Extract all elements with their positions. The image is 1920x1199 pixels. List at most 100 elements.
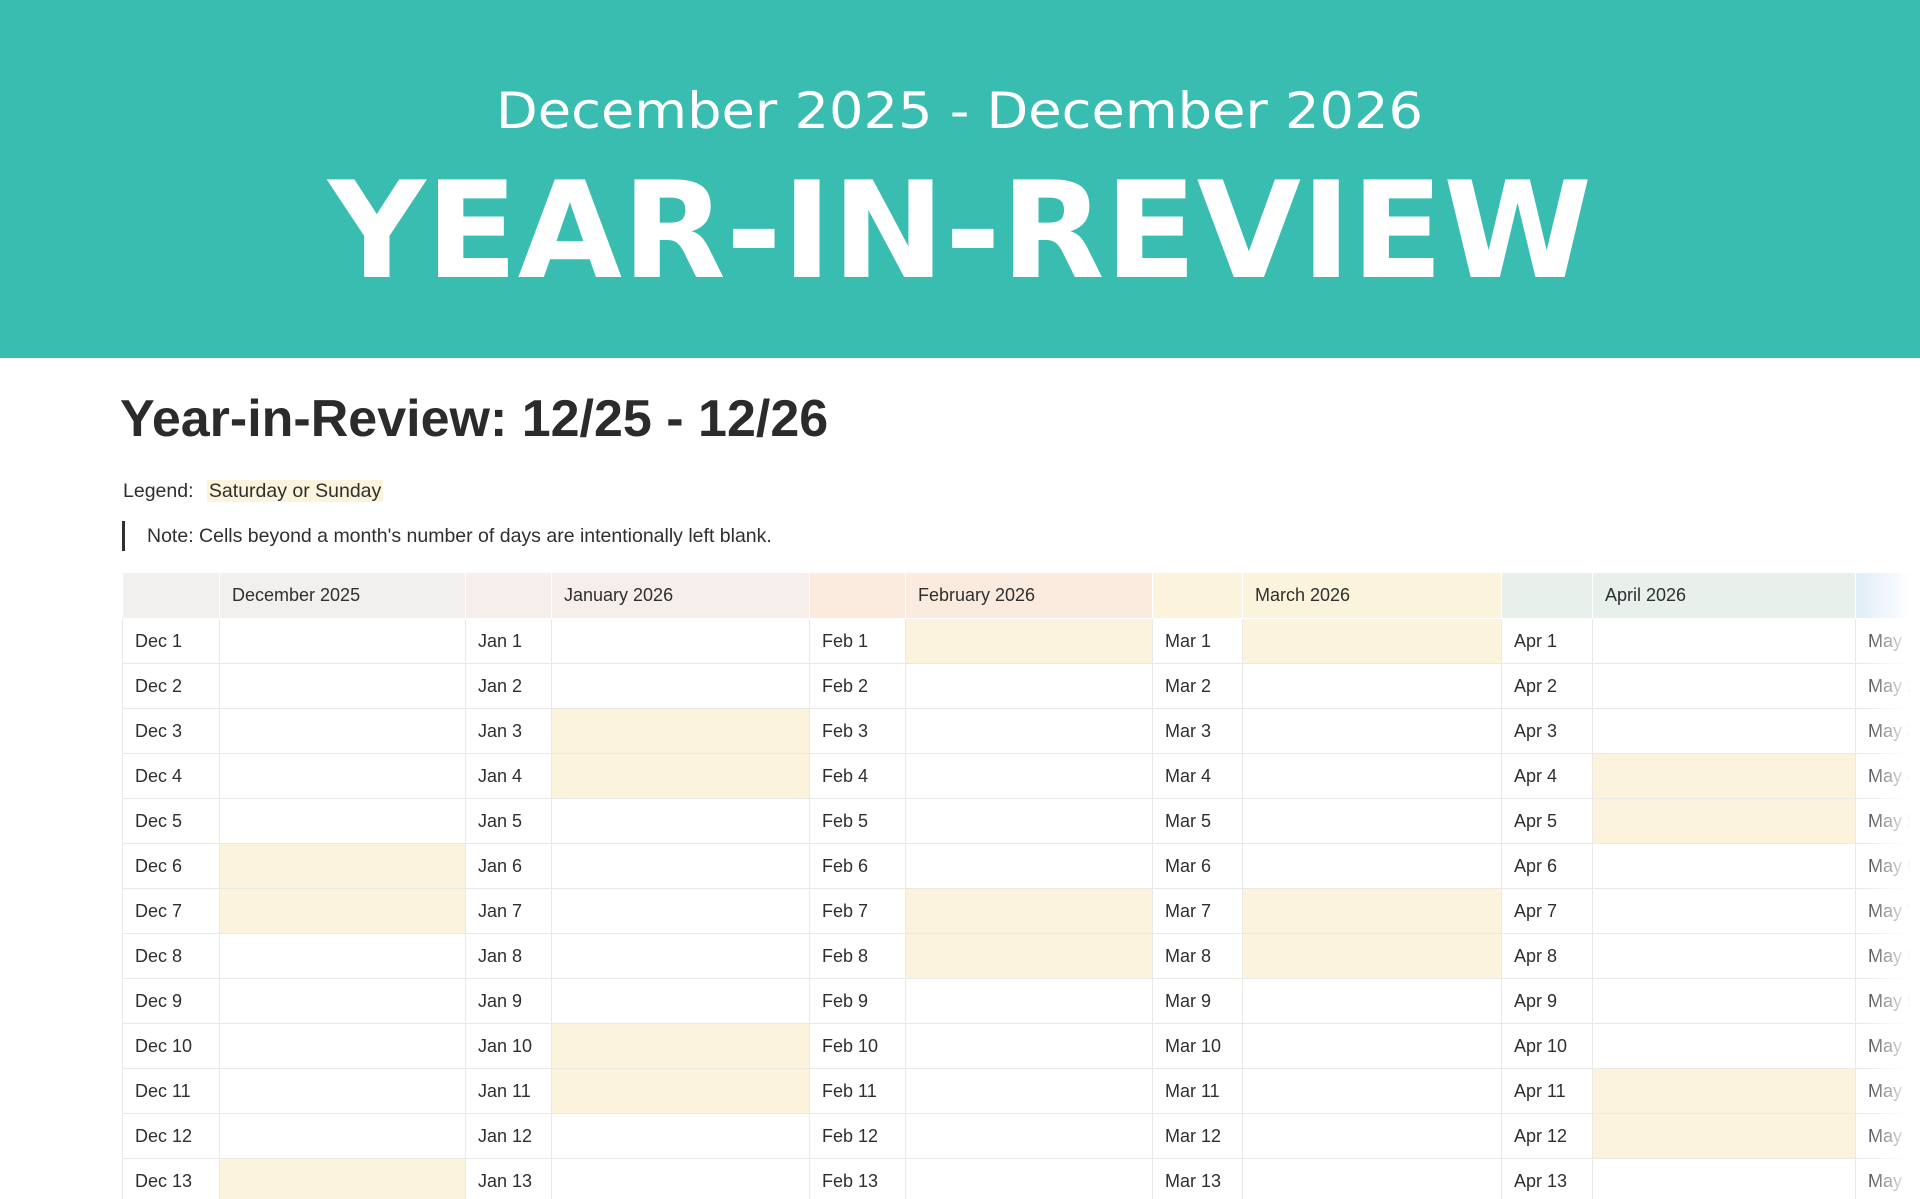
entry-cell[interactable] <box>219 798 466 844</box>
date-cell[interactable]: May 8 <box>1855 933 1920 979</box>
date-cell[interactable]: Dec 11 <box>122 1068 220 1114</box>
entry-cell[interactable] <box>1592 978 1856 1024</box>
entry-cell[interactable] <box>551 798 810 844</box>
date-cell[interactable]: Apr 5 <box>1501 798 1593 844</box>
entry-cell[interactable] <box>1242 1158 1502 1199</box>
entry-cell[interactable] <box>551 618 810 664</box>
date-column-header[interactable] <box>1855 572 1920 619</box>
date-cell[interactable]: Mar 8 <box>1152 933 1243 979</box>
calendar-table-scroll[interactable]: December 2025 January 2026 February 2026 Ma… <box>122 572 1920 1199</box>
date-cell[interactable]: Dec 5 <box>122 798 220 844</box>
entry-cell[interactable] <box>1242 753 1502 799</box>
entry-cell[interactable] <box>551 1158 810 1199</box>
entry-cell[interactable] <box>551 753 810 799</box>
entry-cell[interactable] <box>905 933 1153 979</box>
entry-cell[interactable] <box>219 1113 466 1159</box>
date-cell[interactable]: Feb 7 <box>809 888 906 934</box>
entry-cell[interactable] <box>1592 663 1856 709</box>
entry-cell[interactable] <box>1242 1068 1502 1114</box>
date-cell[interactable]: May 10 <box>1855 1023 1920 1069</box>
entry-cell[interactable] <box>219 618 466 664</box>
date-cell[interactable]: Feb 10 <box>809 1023 906 1069</box>
date-cell[interactable]: Feb 2 <box>809 663 906 709</box>
date-cell[interactable]: Mar 2 <box>1152 663 1243 709</box>
entry-cell[interactable] <box>219 843 466 889</box>
date-cell[interactable]: Dec 9 <box>122 978 220 1024</box>
date-column-header[interactable] <box>465 572 552 619</box>
entry-cell[interactable] <box>1242 663 1502 709</box>
date-cell[interactable]: May 2 <box>1855 663 1920 709</box>
entry-cell[interactable] <box>1242 843 1502 889</box>
entry-cell[interactable] <box>1242 1023 1502 1069</box>
entry-cell[interactable] <box>1242 798 1502 844</box>
date-cell[interactable]: Jan 2 <box>465 663 552 709</box>
date-cell[interactable]: May 1 <box>1855 618 1920 664</box>
entry-cell[interactable] <box>1592 1113 1856 1159</box>
date-cell[interactable]: Jan 12 <box>465 1113 552 1159</box>
month-column-header[interactable]: February 2026 <box>905 572 1153 619</box>
date-column-header[interactable] <box>1152 572 1243 619</box>
date-cell[interactable]: May 7 <box>1855 888 1920 934</box>
date-cell[interactable]: Jan 8 <box>465 933 552 979</box>
date-cell[interactable]: Apr 4 <box>1501 753 1593 799</box>
month-column-header[interactable]: December 2025 <box>219 572 466 619</box>
date-cell[interactable]: Jan 7 <box>465 888 552 934</box>
date-cell[interactable]: Mar 6 <box>1152 843 1243 889</box>
entry-cell[interactable] <box>905 843 1153 889</box>
date-cell[interactable]: May 6 <box>1855 843 1920 889</box>
date-cell[interactable]: Feb 12 <box>809 1113 906 1159</box>
date-cell[interactable]: Apr 9 <box>1501 978 1593 1024</box>
date-cell[interactable]: Apr 13 <box>1501 1158 1593 1199</box>
entry-cell[interactable] <box>905 618 1153 664</box>
date-cell[interactable]: Dec 13 <box>122 1158 220 1199</box>
entry-cell[interactable] <box>219 888 466 934</box>
date-cell[interactable]: Feb 13 <box>809 1158 906 1199</box>
date-cell[interactable]: May 3 <box>1855 708 1920 754</box>
date-cell[interactable]: Dec 1 <box>122 618 220 664</box>
date-cell[interactable]: Jan 1 <box>465 618 552 664</box>
date-cell[interactable]: Feb 3 <box>809 708 906 754</box>
date-cell[interactable]: Jan 13 <box>465 1158 552 1199</box>
entry-cell[interactable] <box>551 843 810 889</box>
date-cell[interactable]: Apr 10 <box>1501 1023 1593 1069</box>
date-cell[interactable]: Feb 9 <box>809 978 906 1024</box>
date-cell[interactable]: Feb 4 <box>809 753 906 799</box>
entry-cell[interactable] <box>551 933 810 979</box>
date-cell[interactable]: Jan 3 <box>465 708 552 754</box>
entry-cell[interactable] <box>905 708 1153 754</box>
date-cell[interactable]: Jan 6 <box>465 843 552 889</box>
entry-cell[interactable] <box>1592 933 1856 979</box>
date-cell[interactable]: Mar 11 <box>1152 1068 1243 1114</box>
entry-cell[interactable] <box>905 798 1153 844</box>
entry-cell[interactable] <box>219 663 466 709</box>
entry-cell[interactable] <box>1592 888 1856 934</box>
entry-cell[interactable] <box>219 978 466 1024</box>
date-cell[interactable]: Mar 12 <box>1152 1113 1243 1159</box>
date-cell[interactable]: Jan 9 <box>465 978 552 1024</box>
date-cell[interactable]: Mar 13 <box>1152 1158 1243 1199</box>
date-cell[interactable]: Jan 4 <box>465 753 552 799</box>
entry-cell[interactable] <box>1592 1158 1856 1199</box>
month-column-header[interactable]: January 2026 <box>551 572 810 619</box>
date-cell[interactable]: Apr 11 <box>1501 1068 1593 1114</box>
date-cell[interactable]: May 4 <box>1855 753 1920 799</box>
date-cell[interactable]: Dec 6 <box>122 843 220 889</box>
entry-cell[interactable] <box>551 708 810 754</box>
entry-cell[interactable] <box>1242 978 1502 1024</box>
entry-cell[interactable] <box>1592 843 1856 889</box>
entry-cell[interactable] <box>551 1113 810 1159</box>
entry-cell[interactable] <box>1592 798 1856 844</box>
entry-cell[interactable] <box>551 888 810 934</box>
entry-cell[interactable] <box>551 1068 810 1114</box>
entry-cell[interactable] <box>1592 1023 1856 1069</box>
entry-cell[interactable] <box>1242 618 1502 664</box>
date-cell[interactable]: Apr 7 <box>1501 888 1593 934</box>
month-column-header[interactable]: March 2026 <box>1242 572 1502 619</box>
date-column-header[interactable] <box>1501 572 1593 619</box>
date-column-header[interactable] <box>122 572 220 619</box>
date-cell[interactable]: Mar 5 <box>1152 798 1243 844</box>
entry-cell[interactable] <box>219 1023 466 1069</box>
month-column-header[interactable]: April 2026 <box>1592 572 1856 619</box>
entry-cell[interactable] <box>905 1023 1153 1069</box>
date-cell[interactable]: Feb 8 <box>809 933 906 979</box>
